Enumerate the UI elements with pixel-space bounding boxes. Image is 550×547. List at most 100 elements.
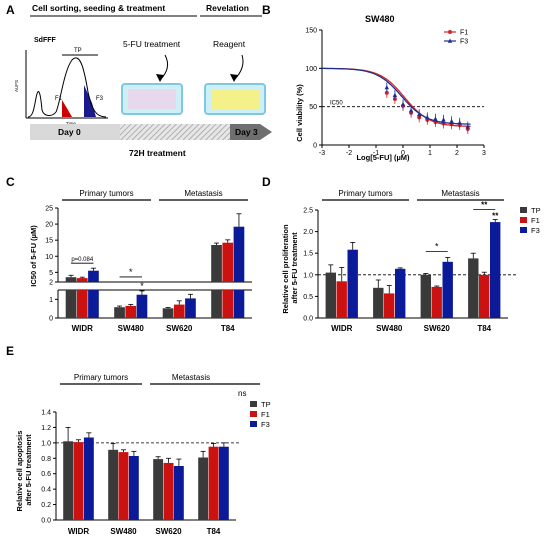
chart-d-bar-f3 (490, 222, 501, 318)
chart-e-legend-swatch-f1 (250, 411, 257, 417)
chart-c-y-tick-label: 2 (49, 280, 53, 287)
chart-c-bar-tp (211, 245, 222, 282)
chart-e-bar-f3 (218, 446, 229, 520)
chart-c-category-label: SW480 (118, 324, 145, 333)
chart-e-y-tick-label: 0.4 (41, 487, 51, 494)
f1-label: F1 (55, 96, 63, 102)
chart-e-y-tick-label: 1.0 (41, 440, 51, 447)
chart-e-bar-tp (198, 457, 209, 520)
chart-b-x-tick-label: 1 (428, 150, 432, 157)
chart-c-annotation: * (129, 267, 133, 277)
chart-d-y-tick-label: 0.0 (303, 316, 313, 323)
chart-b-point-f3 (400, 101, 406, 107)
chart-c-bar-tp (114, 307, 125, 318)
timeline-treatment-bar (120, 124, 230, 140)
chart-c-bar-f3 (88, 270, 99, 282)
chart-d-annotation: ** (481, 201, 488, 210)
sdfff-label: SdFFF (34, 37, 56, 44)
aufs-axis-label: AUFS (14, 80, 19, 92)
chart-c-bar-f3 (233, 226, 245, 282)
chart-d-category-label: WIDR (331, 324, 353, 333)
chart-c-group-label: Primary tumors (79, 189, 133, 198)
chart-c-y-tick-label: 5 (49, 270, 53, 277)
chart-e-bar-f3 (173, 466, 184, 520)
chart-d-bar-tp (373, 287, 384, 318)
panel-label-a: A (6, 3, 15, 17)
chart-b-point-f3 (408, 108, 414, 113)
chart-c-bar-lower-f1 (222, 290, 234, 318)
chart-e-bar-f3 (128, 456, 139, 520)
chart-e-y-tick-label: 1.2 (41, 425, 51, 432)
chart-e-bar-f1 (118, 452, 129, 520)
chart-b-x-tick-label: 3 (482, 150, 486, 157)
chart-d-bar-f1 (479, 274, 490, 318)
chart-d-y-tick-label: 2.0 (303, 229, 313, 236)
chart-e-ylabel-line1: Relative cell apoptosis (15, 431, 24, 512)
chart-e-group-label: Metastasis (172, 373, 210, 382)
chart-e-y-tick-label: 0.6 (41, 471, 51, 478)
chart-e-bar-tp (108, 449, 119, 520)
chart-d-category-label: SW620 (424, 324, 451, 333)
timeline-day0-bar (30, 124, 120, 140)
chart-c-bar-f3 (136, 294, 148, 318)
f3-label: F3 (96, 96, 104, 102)
chart-c-bar-f1 (222, 242, 234, 282)
chart-c-bar-lower-f1 (76, 290, 88, 318)
chart-d-y-tick-label: 1.5 (303, 251, 313, 258)
chart-c-bar-lower-f3 (233, 290, 245, 318)
duration-label: 72H treatment (129, 148, 186, 158)
panel-label-c: C (6, 175, 15, 189)
panel-label-e: E (6, 344, 14, 358)
chart-d-bar-f3 (395, 268, 406, 318)
chart-d-group-label: Primary tumors (338, 189, 392, 198)
chart-d-y-tick-label: 1.0 (303, 272, 313, 279)
reagent-arrowhead (230, 74, 238, 82)
chart-e-legend-label-f3: F3 (261, 420, 270, 429)
chart-c-bar-lower-f3 (88, 290, 99, 318)
chart-d-legend-label-tp: TP (531, 206, 541, 215)
chart-e-bar-f1 (208, 446, 219, 520)
chart-e-ns-label: ns (238, 389, 246, 398)
chart-d-annotation: ** (492, 212, 499, 221)
chart-c-y-tick-label: 15 (45, 238, 53, 245)
chart-c-y-tick-label: 1 (49, 297, 53, 304)
retention-peak (55, 57, 107, 118)
panel-c-ic50: IC50 of 5-FU (µM) Primary tumors Metastas… (29, 189, 252, 333)
chart-c-bar-tp (162, 308, 174, 318)
chart-e-y-tick-label: 0.0 (41, 518, 51, 525)
chart-b-ic50-label: IC50 (330, 101, 343, 107)
chart-b-x-tick-label: -2 (346, 150, 352, 157)
chart-b-point-f3 (392, 92, 398, 97)
chart-b-x-tick-label: 0 (401, 150, 405, 157)
chart-e-group-label: Primary tumors (74, 373, 128, 382)
chart-d-bar-f3 (347, 249, 358, 318)
chart-c-y-tick-label: 20 (45, 222, 53, 229)
chart-e-category-label: T84 (207, 527, 221, 536)
chart-c-ylabel: IC50 of 5-FU (µM) (29, 225, 38, 287)
chart-b-point-f1 (384, 90, 389, 95)
f1-fraction-area (62, 100, 72, 117)
chart-b-legend-marker-f3 (447, 38, 453, 43)
chart-b-point-f3 (449, 118, 454, 124)
chart-d-legend-swatch-tp (520, 207, 527, 213)
chart-c-bar-f1 (76, 278, 88, 282)
chart-b-ylabel: Cell viability (%) (295, 84, 304, 142)
chart-b-y-tick-label: 100 (305, 66, 317, 73)
panel-a-schematic: Cell sorting, seeding & treatment Revela… (14, 3, 272, 158)
chart-b-point-f3 (441, 117, 446, 122)
tp-label: TP (74, 48, 82, 54)
chart-d-bar-f1 (384, 293, 395, 318)
chart-b-x-tick-label: -3 (319, 150, 325, 157)
chart-c-bar-lower-tp (65, 290, 77, 318)
chart-e-legend-swatch-f3 (250, 421, 257, 427)
panel-label-d: D (262, 175, 271, 189)
chart-d-y-tick-label: 2.5 (303, 208, 313, 215)
chart-d-ylabel-line2: after 5-FU treatment (290, 232, 299, 304)
chart-b-point-f3 (433, 116, 438, 121)
chart-e-category-label: SW480 (110, 527, 137, 536)
chart-c-category-label: T84 (221, 324, 235, 333)
chart-b-y-tick-label: 150 (305, 28, 317, 35)
chart-d-legend-swatch-f1 (520, 217, 527, 223)
treatment-label: 5-FU treatment (123, 39, 181, 49)
